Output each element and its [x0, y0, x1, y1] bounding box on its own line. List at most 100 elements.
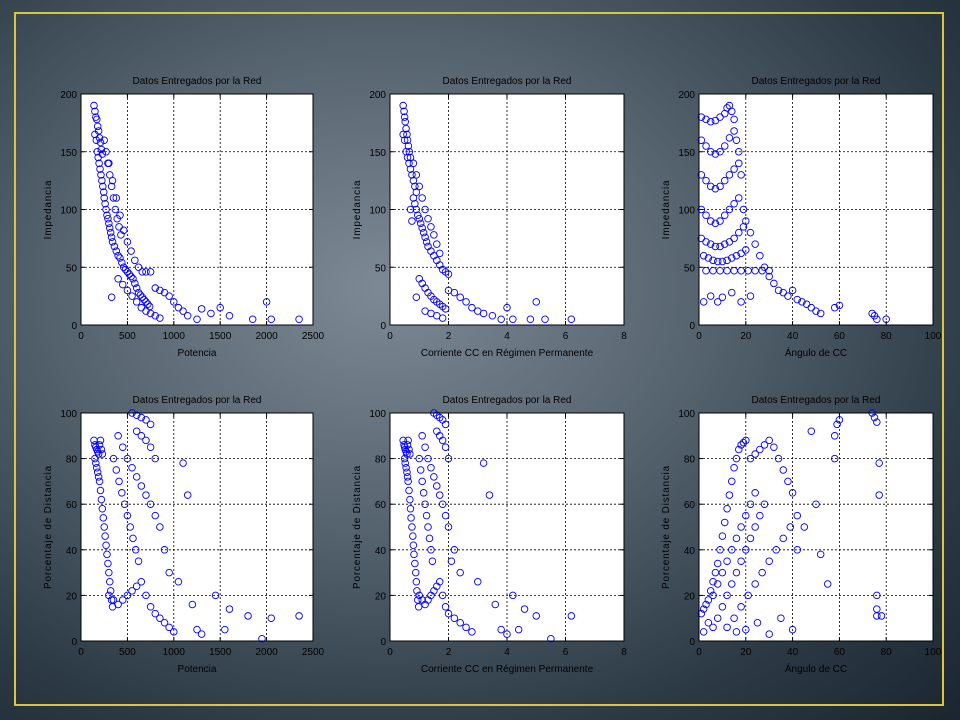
- data-point: [211, 591, 220, 600]
- data-point: [711, 242, 720, 251]
- data-point: [188, 600, 197, 609]
- data-point: [138, 268, 146, 276]
- data-point: [119, 226, 128, 235]
- data-point: [753, 619, 762, 627]
- data-point: [823, 580, 832, 588]
- data-point: [713, 614, 722, 622]
- x-axis-label: Corriente CC en Régimen Permanente: [421, 664, 594, 675]
- data-point: [98, 505, 107, 513]
- data-point: [711, 184, 720, 193]
- y-tick-label: 200: [678, 90, 695, 101]
- x-tick-label: 20: [740, 647, 752, 658]
- data-point: [400, 113, 409, 121]
- data-point: [873, 591, 881, 600]
- data-point: [430, 231, 438, 239]
- x-axis-label: Corriente CC en Régimen Permanente: [421, 348, 594, 359]
- data-point: [706, 587, 715, 595]
- data-point: [409, 541, 418, 549]
- data-point: [134, 288, 143, 297]
- data-point: [877, 612, 886, 620]
- data-point: [92, 459, 100, 467]
- data-point: [716, 217, 724, 225]
- data-point: [737, 298, 745, 306]
- x-tick-label: 40: [787, 331, 799, 342]
- y-tick-label: 0: [380, 637, 386, 648]
- y-tick-label: 20: [684, 591, 696, 602]
- data-point: [774, 286, 783, 295]
- data-point: [770, 443, 778, 451]
- data-point: [441, 603, 450, 611]
- data-point: [735, 445, 743, 454]
- chart-title: Datos Entregados por la Red: [443, 76, 572, 87]
- data-point: [98, 450, 107, 458]
- data-point: [503, 303, 511, 312]
- data-point: [704, 619, 713, 627]
- data-point: [95, 441, 104, 449]
- data-point: [102, 147, 110, 156]
- data-point: [706, 240, 715, 248]
- data-point: [225, 605, 234, 613]
- data-point: [132, 582, 141, 591]
- data-point: [216, 303, 224, 312]
- data-point: [725, 491, 734, 499]
- data-point: [450, 288, 459, 297]
- data-point: [93, 147, 101, 156]
- data-point: [742, 436, 750, 445]
- data-point: [421, 500, 429, 508]
- data-point: [408, 523, 416, 531]
- data-point: [711, 150, 720, 158]
- data-point: [784, 477, 792, 486]
- data-point: [123, 454, 132, 463]
- data-point: [418, 477, 426, 486]
- data-point: [106, 587, 115, 595]
- data-point: [720, 211, 729, 220]
- data-point: [428, 557, 437, 565]
- data-point: [730, 165, 738, 173]
- data-point: [422, 238, 431, 246]
- data-point: [438, 591, 447, 600]
- data-point: [416, 219, 425, 228]
- data-point: [730, 463, 738, 472]
- data-point: [509, 591, 517, 600]
- data-point: [737, 171, 745, 179]
- data-point: [146, 500, 155, 508]
- data-point: [120, 500, 129, 508]
- data-point: [165, 568, 173, 577]
- data-point: [456, 619, 464, 627]
- data-point: [697, 609, 706, 618]
- data-point: [414, 603, 423, 611]
- x-tick-label: 80: [881, 647, 893, 658]
- data-point: [742, 511, 750, 520]
- data-point: [408, 217, 416, 225]
- data-point: [405, 159, 413, 168]
- y-tick-label: 50: [66, 263, 78, 274]
- y-tick-label: 100: [60, 206, 77, 217]
- data-point: [456, 293, 464, 302]
- data-point: [770, 279, 778, 288]
- data-point: [160, 619, 169, 627]
- data-point: [424, 523, 432, 531]
- data-point: [410, 550, 418, 559]
- data-point: [193, 315, 201, 323]
- x-tick-label: 2000: [255, 647, 278, 658]
- y-axis-label: Impedancia: [352, 180, 363, 240]
- data-point: [425, 534, 434, 543]
- data-point: [742, 246, 750, 254]
- data-point: [400, 454, 409, 463]
- data-point: [479, 459, 488, 467]
- data-point: [479, 309, 488, 318]
- data-point: [730, 127, 738, 135]
- data-point: [788, 625, 797, 634]
- y-tick-label: 60: [684, 500, 696, 511]
- data-point: [709, 623, 717, 632]
- data-point: [127, 272, 135, 281]
- data-point: [407, 514, 415, 522]
- chart-panel-1: 0 500 1000 1500 2000 2500 0 50 100 150 200 Datos En…: [43, 76, 325, 359]
- data-point: [131, 256, 139, 265]
- data-point: [97, 445, 106, 454]
- data-point: [424, 214, 432, 223]
- x-tick-label: 500: [119, 331, 136, 342]
- data-point: [514, 625, 523, 634]
- data-point: [97, 145, 106, 154]
